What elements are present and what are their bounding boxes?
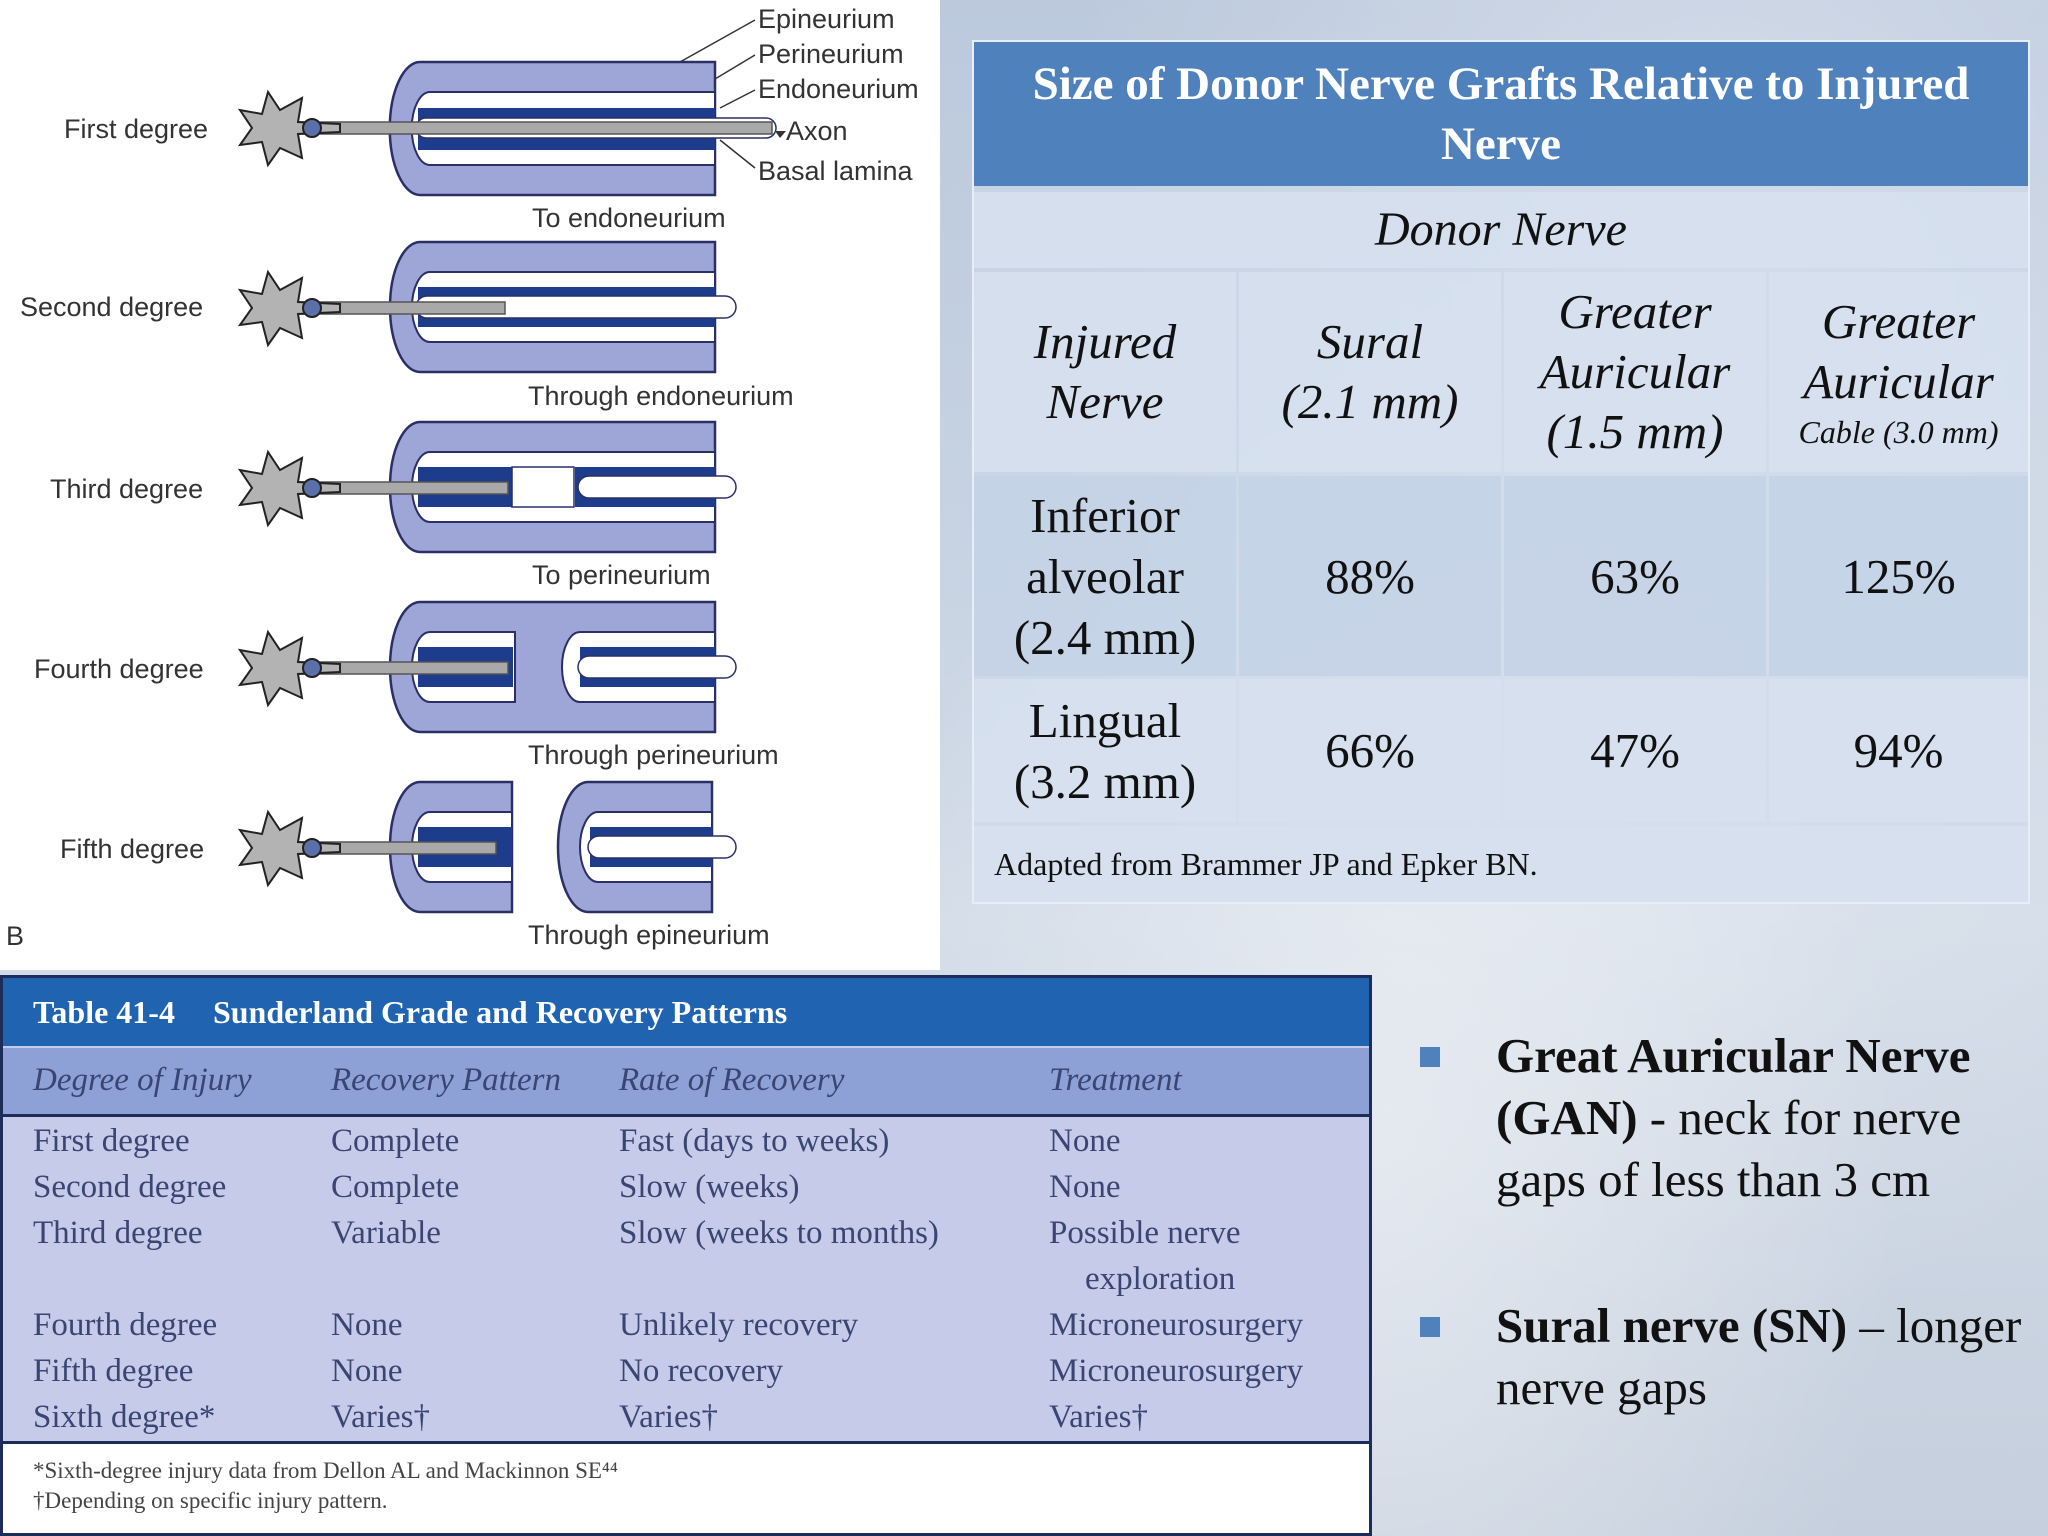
row-inferior-alveolar-label: Inferior alveolar (2.4 mm): [974, 476, 1236, 676]
header-greater-auricular-cable: Greater Auricular Cable (3.0 mm): [1769, 272, 2028, 472]
nerve-diagram-svg: Epineurium Perineurium Endoneurium Axon …: [6, 4, 919, 951]
degree-label-3: Third degree: [50, 474, 203, 504]
nerve-row-1: [237, 60, 777, 197]
cell-ia-ga: 63%: [1504, 476, 1766, 676]
caption-3: To perineurium: [532, 560, 711, 590]
bullet-sural: Sural nerve (SN) – longer nerve gaps: [1420, 1295, 2021, 1435]
caption-2: Through endoneurium: [528, 381, 794, 411]
bullet-square-icon: [1420, 1047, 1440, 1067]
donor-table-title: Size of Donor Nerve Grafts Relative to I…: [974, 42, 2028, 186]
sunderland-header-row: [3, 1048, 1369, 1117]
nerve-injury-diagram: Epineurium Perineurium Endoneurium Axon …: [0, 0, 940, 970]
degree-label-5: Fifth degree: [60, 834, 204, 864]
col-recovery-pattern: Recovery Pattern: [331, 1062, 561, 1098]
col-rate: Rate of Recovery: [619, 1062, 845, 1098]
sunderland-notes: *Sixth-degree injury data from Dellon AL…: [3, 1441, 1369, 1533]
table-number: Table 41-4: [33, 994, 175, 1030]
label-perineurium: Perineurium: [758, 39, 904, 69]
sunderland-caption: Table 41-4 Sunderland Grade and Recovery…: [3, 978, 1369, 1046]
label-axon: Axon: [786, 116, 848, 146]
label-basal-lamina: Basal lamina: [758, 156, 914, 186]
cell-lingual-sural: 66%: [1239, 679, 1501, 822]
nerve-row-4: [237, 600, 737, 734]
sund-col-pattern: Complete Complete Variable None None Varies†: [331, 1123, 460, 1435]
cell-ia-gac: 125%: [1769, 476, 2028, 676]
sunderland-table: Table 41-4 Sunderland Grade and Recovery…: [0, 975, 1372, 1536]
header-sural: Sural (2.1 mm): [1239, 272, 1501, 472]
sund-col-treatment: None None Possible nerve exploration Micron…: [1049, 1123, 1304, 1435]
col-treatment: Treatment: [1049, 1062, 1182, 1098]
cell-ia-sural: 88%: [1239, 476, 1501, 676]
cell-lingual-ga: 47%: [1504, 679, 1766, 822]
header-injured-nerve: Injured Nerve: [974, 272, 1236, 472]
nerve-row-5: [237, 780, 737, 914]
col-degree: Degree of Injury: [33, 1062, 252, 1098]
sund-col-degree: First degree Second degree Third degree Fo…: [33, 1123, 227, 1435]
row-lingual-label: Lingual (3.2 mm): [974, 679, 1236, 822]
panel-letter: B: [6, 921, 24, 951]
nerve-row-2: [237, 240, 737, 374]
label-endoneurium: Endoneurium: [758, 74, 919, 104]
caption-1: To endoneurium: [532, 203, 726, 233]
sund-col-rate: Fast (days to weeks) Slow (weeks) Slow (we…: [619, 1123, 939, 1435]
degree-label-1: First degree: [64, 114, 208, 144]
degree-label-2: Second degree: [20, 292, 203, 322]
caption-5: Through epineurium: [528, 920, 770, 950]
label-epineurium: Epineurium: [758, 4, 895, 34]
nerve-row-3: [237, 420, 737, 554]
bullet-gan: Great Auricular Nerve (GAN) - neck for n…: [1420, 1025, 2020, 1225]
header-greater-auricular: Greater Auricular (1.5 mm): [1504, 272, 1766, 472]
donor-nerve-subhead: Donor Nerve: [974, 192, 2028, 268]
donor-graft-table: Size of Donor Nerve Grafts Relative to I…: [972, 40, 2030, 904]
donor-table-footer: Adapted from Brammer JP and Epker BN.: [974, 826, 2028, 902]
degree-label-4: Fourth degree: [34, 654, 204, 684]
bullet-square-icon: [1420, 1317, 1440, 1337]
cell-lingual-gac: 94%: [1769, 679, 2028, 822]
caption-4: Through perineurium: [528, 740, 779, 770]
table-title: Sunderland Grade and Recovery Patterns: [212, 994, 788, 1030]
